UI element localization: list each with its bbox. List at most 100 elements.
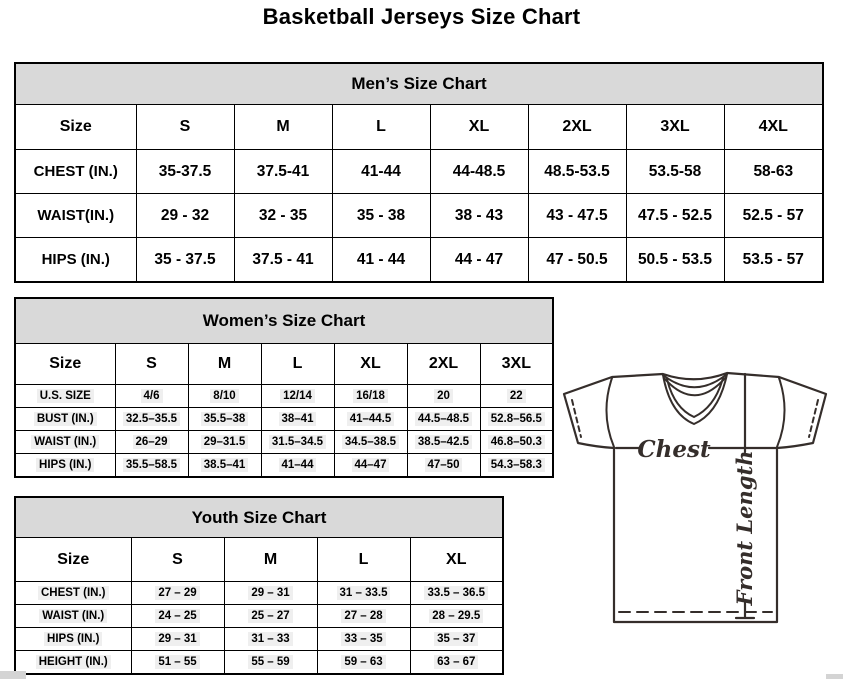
- table-row: CHEST (IN.) 27 – 29 29 – 31 31 – 33.5 33…: [14, 581, 504, 605]
- row-label: HEIGHT (IN.): [14, 650, 132, 675]
- size-value-cell: 35.5–58.5: [114, 453, 189, 478]
- vneck-outer: [662, 373, 728, 426]
- size-value-cell: 35 - 37.5: [135, 237, 235, 283]
- column-header: Size: [14, 343, 116, 385]
- column-header: Size: [14, 537, 132, 582]
- size-value-cell: 27 – 28: [316, 604, 411, 628]
- size-value-cell: 47.5 - 52.5: [625, 193, 725, 238]
- column-header: XL: [409, 537, 504, 582]
- column-header: 2XL: [527, 104, 627, 150]
- column-header: 3XL: [479, 343, 554, 385]
- size-value-cell: 22: [479, 384, 554, 408]
- row-label: HIPS (IN.): [14, 627, 132, 651]
- row-label: CHEST (IN.): [14, 581, 132, 605]
- row-label: WAIST(IN.): [14, 193, 137, 238]
- column-header: 2XL: [406, 343, 481, 385]
- sleeve-stitch-left: [571, 399, 582, 438]
- chest-measure-label: Chest: [637, 436, 711, 463]
- size-value-cell: 37.5 - 41: [233, 237, 333, 283]
- column-header: S: [130, 537, 225, 582]
- column-header: S: [135, 104, 235, 150]
- front-length-measure-label: Front Length: [732, 451, 757, 607]
- size-value-cell: 26–29: [114, 430, 189, 454]
- jersey-outline: [562, 371, 828, 624]
- size-value-cell: 16/18: [333, 384, 408, 408]
- table-row: BUST (IN.) 32.5–35.5 35.5–38 38–41 41–44…: [14, 407, 554, 431]
- row-label: WAIST (IN.): [14, 430, 116, 454]
- scrollbar-corner-right: [826, 674, 843, 679]
- column-header: L: [331, 104, 431, 150]
- size-value-cell: 41–44: [260, 453, 335, 478]
- column-header: XL: [333, 343, 408, 385]
- size-value-cell: 28 – 29.5: [409, 604, 504, 628]
- size-value-cell: 51 – 55: [130, 650, 225, 675]
- size-value-cell: 44 - 47: [429, 237, 529, 283]
- row-label: HIPS (IN.): [14, 453, 116, 478]
- size-value-cell: 31 – 33.5: [316, 581, 411, 605]
- column-header: M: [187, 343, 262, 385]
- size-value-cell: 35 - 38: [331, 193, 431, 238]
- size-value-cell: 35-37.5: [135, 149, 235, 194]
- size-value-cell: 52.5 - 57: [723, 193, 824, 238]
- table-row: HEIGHT (IN.) 51 – 55 55 – 59 59 – 63 63 …: [14, 650, 504, 675]
- column-header: Size: [14, 104, 137, 150]
- column-header: L: [316, 537, 411, 582]
- column-header: S: [114, 343, 189, 385]
- size-value-cell: 38 - 43: [429, 193, 529, 238]
- jersey-size-diagram: Chest Front Length: [562, 371, 828, 624]
- armhole-seam-right: [776, 377, 786, 448]
- size-value-cell: 48.5-53.5: [527, 149, 627, 194]
- size-value-cell: 4/6: [114, 384, 189, 408]
- table-row: Women’s Size Chart: [14, 297, 554, 344]
- size-value-cell: 32.5–35.5: [114, 407, 189, 431]
- column-header: M: [233, 104, 333, 150]
- table-row: WAIST(IN.) 29 - 32 32 - 35 35 - 38 38 - …: [14, 193, 824, 238]
- size-value-cell: 35 – 37: [409, 627, 504, 651]
- column-header: 4XL: [723, 104, 824, 150]
- size-value-cell: 37.5-41: [233, 149, 333, 194]
- row-label: CHEST (IN.): [14, 149, 137, 194]
- size-value-cell: 12/14: [260, 384, 335, 408]
- table-row: Size S M L XL 2XL 3XL: [14, 343, 554, 385]
- mens-chart-title: Men’s Size Chart: [14, 62, 824, 105]
- size-value-cell: 34.5–38.5: [333, 430, 408, 454]
- size-value-cell: 8/10: [187, 384, 262, 408]
- size-value-cell: 44-48.5: [429, 149, 529, 194]
- youth-size-chart-table: Youth Size Chart Size S M L XL CHEST (IN…: [14, 496, 505, 675]
- size-value-cell: 38.5–41: [187, 453, 262, 478]
- size-value-cell: 50.5 - 53.5: [625, 237, 725, 283]
- size-value-cell: 55 – 59: [223, 650, 318, 675]
- size-value-cell: 29–31.5: [187, 430, 262, 454]
- size-value-cell: 44.5–48.5: [406, 407, 481, 431]
- scrollbar-corner-left: [0, 671, 26, 679]
- column-header: M: [223, 537, 318, 582]
- size-value-cell: 63 – 67: [409, 650, 504, 675]
- size-value-cell: 58-63: [723, 149, 824, 194]
- size-value-cell: 59 – 63: [316, 650, 411, 675]
- size-value-cell: 41-44: [331, 149, 431, 194]
- row-label: BUST (IN.): [14, 407, 116, 431]
- table-row: HIPS (IN.) 35.5–58.5 38.5–41 41–44 44–47…: [14, 453, 554, 478]
- size-value-cell: 44–47: [333, 453, 408, 478]
- size-value-cell: 24 – 25: [130, 604, 225, 628]
- column-header: XL: [429, 104, 529, 150]
- table-row: Youth Size Chart: [14, 496, 504, 538]
- size-value-cell: 38.5–42.5: [406, 430, 481, 454]
- row-label: U.S. SIZE: [14, 384, 116, 408]
- table-row: WAIST (IN.) 24 – 25 25 – 27 27 – 28 28 –…: [14, 604, 504, 628]
- size-value-cell: 33.5 – 36.5: [409, 581, 504, 605]
- size-value-cell: 29 - 32: [135, 193, 235, 238]
- sleeve-stitch-right: [808, 399, 819, 438]
- collar-band: [662, 373, 728, 389]
- column-header: L: [260, 343, 335, 385]
- table-row: Size S M L XL: [14, 537, 504, 582]
- size-value-cell: 29 – 31: [223, 581, 318, 605]
- vneck-inner: [666, 377, 724, 419]
- table-row: Size S M L XL 2XL 3XL 4XL: [14, 104, 824, 150]
- table-row: CHEST (IN.) 35-37.5 37.5-41 41-44 44-48.…: [14, 149, 824, 194]
- table-row: Men’s Size Chart: [14, 62, 824, 105]
- size-value-cell: 47–50: [406, 453, 481, 478]
- size-value-cell: 25 – 27: [223, 604, 318, 628]
- table-row: U.S. SIZE 4/6 8/10 12/14 16/18 20 22: [14, 384, 554, 408]
